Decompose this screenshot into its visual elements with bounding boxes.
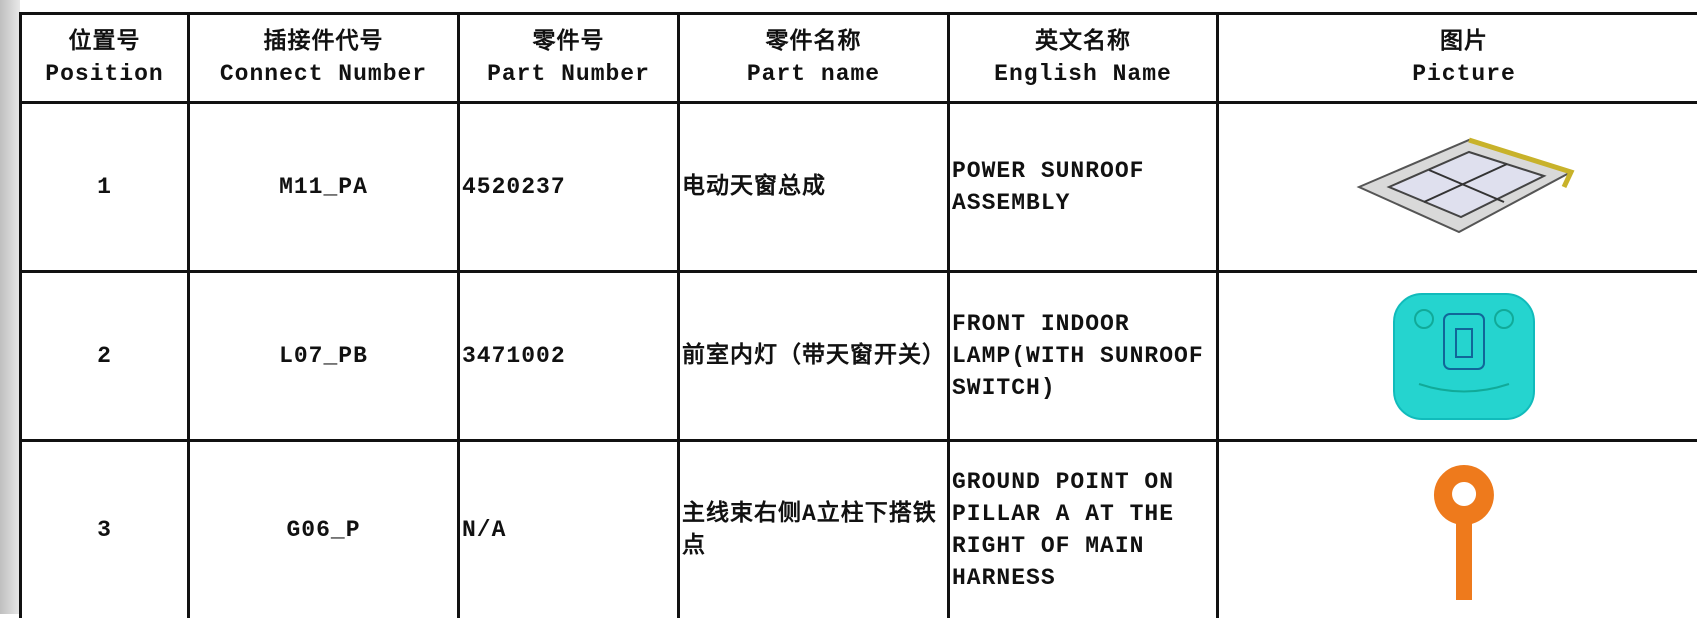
- header-cn: 零件名称: [680, 26, 947, 58]
- cell: G06_P: [189, 441, 459, 618]
- cell: FRONT INDOOR LAMP(WITH SUNROOF SWITCH): [949, 272, 1218, 441]
- cell: GROUND POINT ON PILLAR A AT THE RIGHT OF…: [949, 441, 1218, 618]
- part-picture: [1389, 289, 1539, 424]
- part-picture: [1349, 132, 1579, 242]
- cell: L07_PB: [189, 272, 459, 441]
- header-cn: 英文名称: [950, 26, 1216, 58]
- cell: N/A: [459, 441, 679, 618]
- header-en: Part Number: [460, 58, 677, 90]
- header-en: Part name: [680, 58, 947, 90]
- cell: 电动天窗总成: [679, 103, 949, 272]
- header-cn: 零件号: [460, 26, 677, 58]
- header-en: English Name: [950, 58, 1216, 90]
- header-cn: 位置号: [22, 26, 187, 58]
- cell: 4520237: [459, 103, 679, 272]
- header-en: Position: [22, 58, 187, 90]
- cell: 2: [21, 272, 189, 441]
- cell: POWER SUNROOF ASSEMBLY: [949, 103, 1218, 272]
- picture-cell: [1218, 103, 1697, 272]
- cell: 主线束右侧A立柱下搭铁点: [679, 441, 949, 618]
- header-en: Connect Number: [190, 58, 457, 90]
- cell: 3: [21, 441, 189, 618]
- header-cn: 插接件代号: [190, 26, 457, 58]
- picture-cell: [1218, 272, 1697, 441]
- header-en: Picture: [1219, 58, 1697, 90]
- cell: 3471002: [459, 272, 679, 441]
- cell: 1: [21, 103, 189, 272]
- cell: 前室内灯（带天窗开关）: [679, 272, 949, 441]
- part-picture: [1429, 460, 1499, 600]
- header-cn: 图片: [1219, 26, 1697, 58]
- picture-cell: [1218, 441, 1697, 618]
- cell: M11_PA: [189, 103, 459, 272]
